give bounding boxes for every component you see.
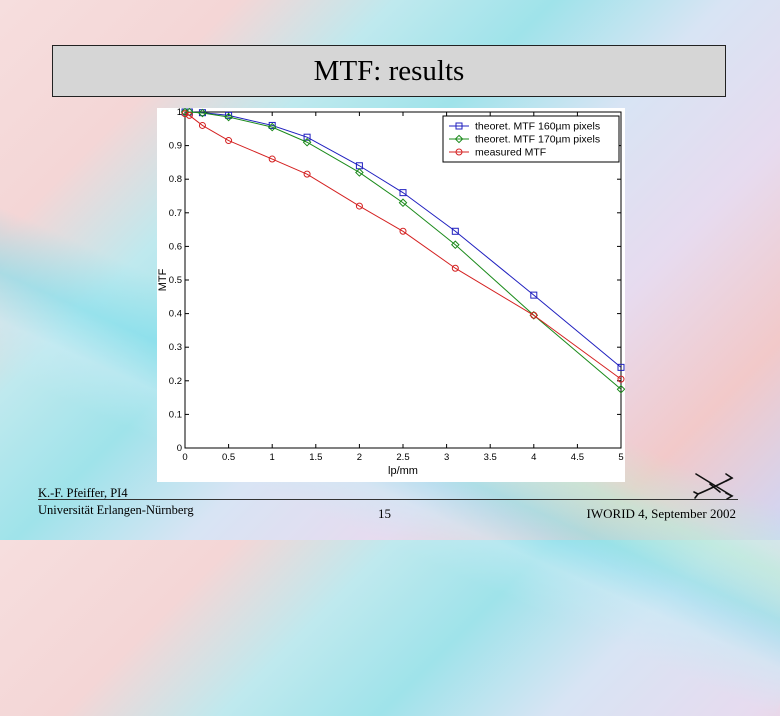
page-number: 15	[378, 506, 391, 521]
data-point-series-3	[185, 111, 193, 119]
data-point-series-1	[225, 111, 233, 119]
legend-swatch-marker-3	[455, 148, 463, 156]
y-tick-label: 0.8	[169, 174, 182, 185]
y-tick-label: 0.5	[169, 275, 182, 286]
x-tick-label: 3.5	[484, 452, 497, 463]
x-tick-label: 4	[531, 452, 536, 463]
data-point-series-2	[302, 137, 312, 147]
y-axis-label: MTF	[157, 268, 169, 291]
x-axis-label: lp/mm	[388, 465, 418, 477]
author-affiliation: Universität Erlangen-Nürnberg	[38, 503, 194, 517]
data-point-series-1	[530, 291, 538, 299]
y-tick-label: 0.6	[169, 241, 182, 252]
series-line-3	[184, 113, 622, 380]
y-tick-label: 0	[177, 443, 182, 454]
data-point-series-1	[303, 133, 311, 141]
data-point-series-2	[224, 112, 233, 122]
footer-divider	[38, 499, 738, 500]
legend-label-2: theoret. MTF 170µm pixels	[475, 134, 600, 146]
data-point-series-1	[451, 227, 459, 235]
data-point-series-2	[451, 240, 460, 250]
data-point-series-1	[617, 363, 625, 371]
chart-panel: 0 0.5 1 1.5 2 2.5 3 3.5 4 4.5 5 0 0.1 0.2 0.3 0.4 0.5 0.6…	[157, 108, 625, 482]
x-tick-label: 0.5	[222, 452, 235, 463]
legend-label-1: theoret. MTF 160µm pixels	[475, 121, 600, 133]
x-tick-label: 2	[357, 452, 362, 463]
y-tick-label: 0.7	[169, 208, 182, 219]
data-point-series-3	[181, 110, 189, 118]
author-name: K.-F. Pfeiffer, PI4	[38, 486, 128, 500]
data-point-series-3	[303, 170, 311, 178]
data-point-series-2	[267, 122, 277, 132]
x-tick-label: 1	[270, 452, 275, 463]
legend-swatch-marker-2	[454, 134, 464, 144]
data-point-series-3	[198, 121, 206, 129]
legend-swatch-marker-1	[455, 122, 463, 130]
y-tick-label: 0.4	[169, 309, 182, 320]
data-point-series-3	[355, 202, 363, 210]
data-point-series-1	[268, 121, 276, 129]
legend-box	[442, 115, 620, 163]
x-tick-label: 1.5	[309, 452, 322, 463]
data-point-series-3	[451, 264, 459, 272]
data-point-series-3	[225, 137, 233, 145]
x-tick-label: 4.5	[571, 452, 584, 463]
data-point-series-2	[616, 384, 625, 394]
y-tick-label: 0.1	[169, 409, 182, 420]
chart-series	[180, 108, 625, 394]
y-tick-label: 1	[177, 108, 182, 118]
x-tick-label: 3	[444, 452, 449, 463]
institute-logo-icon	[693, 473, 734, 500]
chart-axes: 0 0.5 1 1.5 2 2.5 3 3.5 4 4.5 5 0 0.1 0.2 0.3 0.4 0.5 0.6…	[157, 108, 624, 477]
data-point-series-2	[198, 108, 207, 118]
data-point-series-1	[399, 189, 407, 197]
slide-title: MTF: results	[313, 54, 465, 87]
x-tick-label: 5	[618, 452, 623, 463]
x-tick-label: 0	[182, 452, 187, 463]
y-tick-label: 0.3	[169, 342, 182, 353]
conference-label: IWORID 4, September 2002	[586, 506, 736, 521]
data-point-series-3	[530, 311, 538, 319]
slide-title-box: MTF: results	[52, 45, 726, 97]
footer-author: K.-F. Pfeiffer, PI4 Universität Erlangen…	[38, 485, 194, 519]
legend-label-3: measured MTF	[475, 147, 546, 159]
data-point-series-3	[399, 227, 407, 235]
y-tick-label: 0.2	[169, 376, 182, 387]
data-point-series-2	[355, 168, 364, 177]
data-point-series-3	[617, 375, 625, 383]
y-tick-label: 0.9	[169, 141, 182, 152]
x-tick-label: 2.5	[396, 452, 409, 463]
series-line-2	[185, 111, 622, 390]
data-point-series-3	[268, 155, 276, 163]
mtf-chart: 0 0.5 1 1.5 2 2.5 3 3.5 4 4.5 5 0 0.1 0.2 0.3 0.4 0.5 0.6…	[157, 108, 625, 477]
data-point-series-2	[398, 198, 408, 208]
